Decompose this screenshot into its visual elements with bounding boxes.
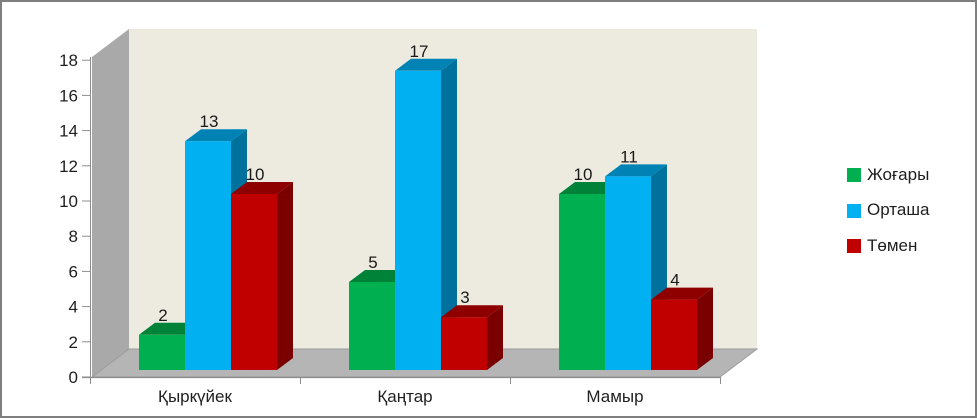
legend-swatch-icon [847,203,861,218]
y-axis-label: 4 [69,298,78,317]
y-axis-label: 10 [59,192,78,211]
bar-Төмен-Мамыр[interactable]: 4 [651,271,713,370]
y-axis-label: 12 [59,157,78,176]
chart-side-wall [92,29,129,377]
data-label: 2 [158,306,167,325]
bar-Орташа-Мамыр[interactable]: 11 [605,147,667,370]
data-label: 3 [460,288,469,307]
y-axis-label: 8 [69,227,78,246]
legend-swatch-icon [847,238,861,253]
y-axis-label: 0 [69,368,78,387]
y-axis-label: 2 [69,333,78,352]
y-axis-label: 6 [69,262,78,281]
legend-item-Жоғары[interactable]: Жоғары [847,165,929,185]
data-label: 11 [620,147,638,166]
y-axis-label: 14 [59,122,78,141]
legend: Жоғары Орташа Төмен [847,165,929,256]
legend-item-Орташа[interactable]: Орташа [847,200,929,220]
x-axis-label: Қаңтар [377,387,432,406]
legend-label: Орташа [867,200,930,220]
data-label: 10 [246,165,265,184]
bar-Орташа-Қаңтар[interactable]: 17 [395,42,457,371]
data-label: 10 [574,165,593,184]
data-label: 4 [670,271,679,290]
bar-Төмен-Қыркүйек[interactable]: 10 [231,165,293,370]
data-label: 13 [200,112,219,131]
y-axis-label: 16 [59,86,78,105]
data-label: 17 [410,42,429,61]
legend-swatch-icon [847,168,861,183]
y-axis-label: 18 [59,51,78,70]
x-axis-label: Қыркүйек [158,387,232,406]
legend-label: Жоғары [867,165,930,184]
x-axis-label: Мамыр [586,387,643,406]
legend-item-Төмен[interactable]: Төмен [847,236,929,256]
bar-Төмен-Қаңтар[interactable]: 3 [441,288,503,370]
legend-label: Төмен [867,235,918,255]
data-label: 5 [368,253,377,272]
